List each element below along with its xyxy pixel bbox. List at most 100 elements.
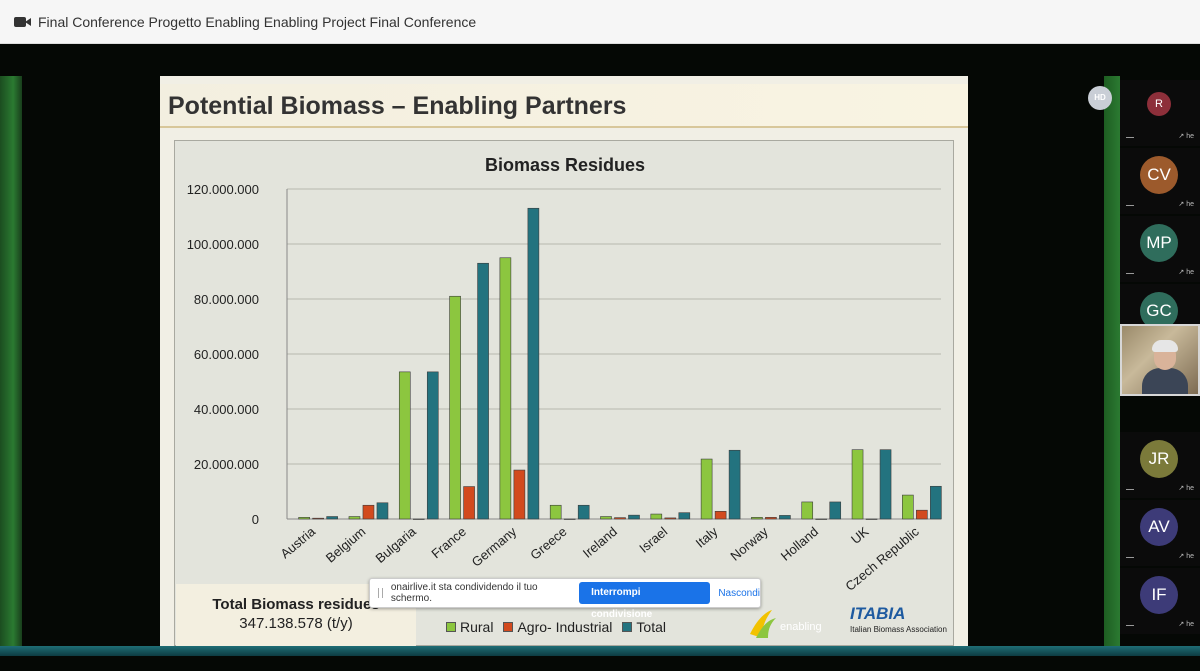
chart-legend: Rural Agro- Industrial Total xyxy=(446,616,676,638)
bar-agro-industrial-germany xyxy=(513,469,526,520)
bar-chart: Biomass Residues 0 20.000.000 40.000.000 60.… xyxy=(187,155,942,594)
bar-rural-bulgaria xyxy=(398,371,411,520)
bar-total-greece xyxy=(577,504,590,520)
x-tick-label: Bulgaria xyxy=(373,523,420,566)
x-tick-label: UK xyxy=(848,524,872,547)
more-options-icon[interactable] xyxy=(1126,489,1134,490)
bar-rural-israel xyxy=(650,513,663,520)
x-tick-label: France xyxy=(428,524,469,562)
total-biomass-box: Total Biomass residues 347.138.578 (t/y) xyxy=(176,584,416,646)
slide-title: Potential Biomass – Enabling Partners xyxy=(160,84,968,128)
bar-agro-industrial-italy xyxy=(714,510,727,520)
y-tick-label: 20.000.000 xyxy=(194,457,259,472)
bar-rural-uk xyxy=(851,449,864,520)
legend-label-total: Total xyxy=(636,619,666,635)
more-options-icon[interactable] xyxy=(1126,137,1134,138)
title-bar: Final Conference Progetto Enabling Enabl… xyxy=(0,0,1200,44)
y-tick-label: 100.000.000 xyxy=(187,237,259,252)
bar-rural-czech-republic xyxy=(902,494,914,520)
more-options-icon[interactable] xyxy=(1126,273,1134,274)
participant-tile[interactable]: IF ↗ he xyxy=(1120,568,1200,634)
bar-agro-industrial-bulgaria xyxy=(412,518,425,520)
participant-avatar: MP xyxy=(1140,224,1178,262)
bar-total-czech-republic xyxy=(930,485,942,520)
participant-avatar: CV xyxy=(1140,156,1178,194)
speaker-hair xyxy=(1152,340,1178,352)
bar-agro-industrial-czech-republic xyxy=(916,509,928,520)
bar-rural-holland xyxy=(801,501,814,520)
bar-total-ireland xyxy=(628,514,640,520)
participant-avatar: JR xyxy=(1140,440,1178,478)
participant-avatar: AV xyxy=(1140,508,1178,546)
y-tick-label: 0 xyxy=(252,512,259,527)
itabia-logo-text: ITABIA xyxy=(850,604,906,623)
hd-badge[interactable]: HD xyxy=(1088,86,1112,110)
legend-label-rural: Rural xyxy=(460,619,494,635)
x-tick-label: Germany xyxy=(469,523,520,569)
legend-swatch-agro xyxy=(503,622,514,632)
bar-total-holland xyxy=(829,501,842,520)
total-value: 347.138.578 (t/y) xyxy=(239,615,353,632)
participant-tile[interactable]: MP ↗ he xyxy=(1120,216,1200,282)
x-tick-label: Greece xyxy=(527,524,569,563)
x-tick-label: Norway xyxy=(727,523,771,563)
stop-sharing-button[interactable]: Interrompi condivisione xyxy=(579,582,711,620)
chart-panel: Biomass Residues 0 20.000.000 40.000.000 60.… xyxy=(174,140,954,646)
participant-video-tile[interactable] xyxy=(1120,324,1200,396)
bar-rural-belgium xyxy=(348,516,361,520)
enabling-logo-icon: enabling xyxy=(750,610,822,638)
enabling-logo: enabling xyxy=(748,608,838,640)
bar-total-belgium xyxy=(376,502,389,520)
signal-indicator: ↗ he xyxy=(1178,133,1194,140)
y-tick-label: 40.000.000 xyxy=(194,402,259,417)
screen-share-notification: onairlive.it sta condividendo il tuo sch… xyxy=(369,578,761,620)
itabia-logo-subtitle: Italian Biomass Association xyxy=(850,625,947,634)
bottom-border-strip xyxy=(0,646,1200,656)
y-tick-label: 80.000.000 xyxy=(194,292,259,307)
bar-rural-austria xyxy=(298,517,310,520)
signal-indicator: ↗ he xyxy=(1178,201,1194,208)
x-tick-label: Ireland xyxy=(580,524,620,561)
more-options-icon[interactable] xyxy=(1126,205,1134,206)
participant-tile[interactable]: JR ↗ he xyxy=(1120,432,1200,498)
hide-button[interactable]: Nascondi xyxy=(718,587,761,599)
bar-rural-greece xyxy=(549,504,562,520)
legend-item-agro: Agro- Industrial xyxy=(503,619,612,635)
x-tick-label: Israel xyxy=(636,524,670,556)
bar-agro-industrial-ireland xyxy=(614,517,626,520)
bar-agro-industrial-israel xyxy=(664,517,677,520)
signal-indicator: ↗ he xyxy=(1178,621,1194,628)
participant-tile[interactable]: AV ↗ he xyxy=(1120,500,1200,566)
chart-title: Biomass Residues xyxy=(485,155,645,175)
bar-rural-italy xyxy=(700,458,713,520)
total-label: Total Biomass residues xyxy=(212,596,380,613)
legend-item-total: Total xyxy=(622,619,666,635)
presentation-slide: Potential Biomass – Enabling Partners Bi… xyxy=(160,76,968,646)
bar-agro-industrial-belgium xyxy=(362,504,375,520)
drag-handle-icon[interactable] xyxy=(378,588,383,598)
bar-rural-norway xyxy=(751,517,763,520)
y-tick-label: 60.000.000 xyxy=(194,347,259,362)
speaker-shoulders xyxy=(1142,368,1188,394)
more-options-icon[interactable] xyxy=(1126,625,1134,626)
bar-total-uk xyxy=(879,449,892,520)
bar-total-norway xyxy=(779,515,791,520)
bar-rural-germany xyxy=(499,257,512,520)
bar-total-italy xyxy=(728,449,741,520)
bar-total-israel xyxy=(678,512,691,520)
signal-indicator: ↗ he xyxy=(1178,269,1194,276)
participant-avatar: GC xyxy=(1140,292,1178,330)
signal-indicator: ↗ he xyxy=(1178,485,1194,492)
legend-swatch-rural xyxy=(446,622,456,632)
bar-rural-france xyxy=(449,295,461,520)
participant-tile[interactable]: CV ↗ he xyxy=(1120,148,1200,214)
y-tick-label: 120.000.000 xyxy=(187,182,259,197)
bar-agro-industrial-uk xyxy=(865,518,878,520)
bar-total-austria xyxy=(326,516,338,520)
share-message: onairlive.it sta condividendo il tuo sch… xyxy=(390,582,538,604)
bar-total-germany xyxy=(527,207,540,520)
participant-tile[interactable]: R ↗ he xyxy=(1120,80,1200,146)
participant-avatar: IF xyxy=(1140,576,1178,614)
more-options-icon[interactable] xyxy=(1126,557,1134,558)
